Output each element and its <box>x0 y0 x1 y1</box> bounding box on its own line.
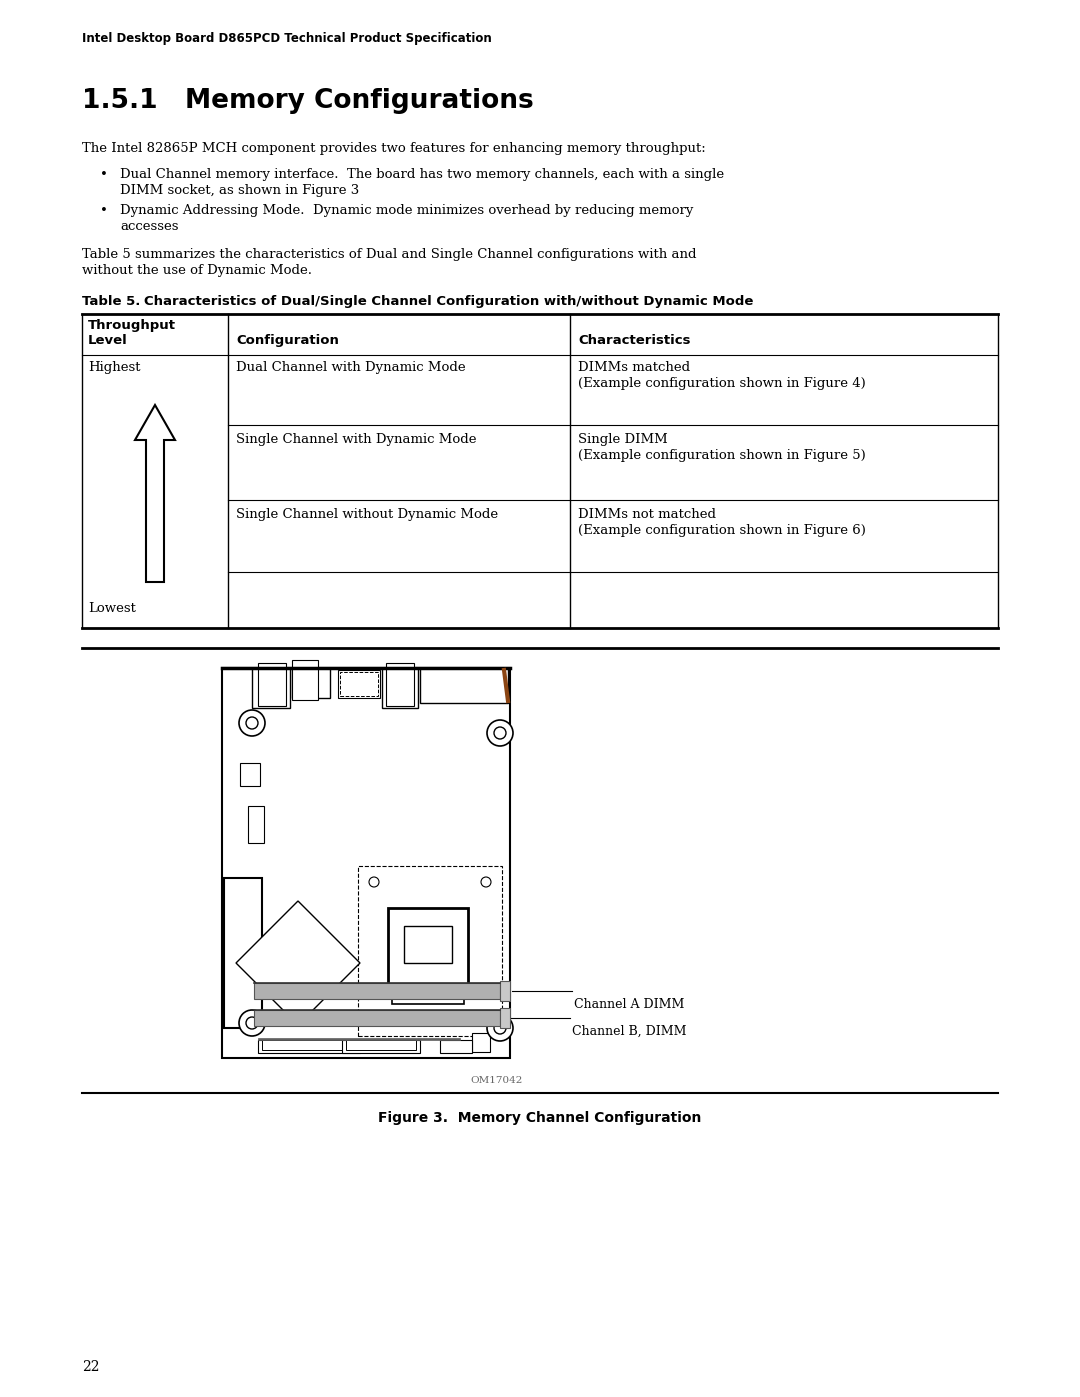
Bar <box>386 664 414 705</box>
Circle shape <box>369 1016 379 1025</box>
Text: 22: 22 <box>82 1361 99 1375</box>
Bar <box>338 671 380 698</box>
Text: DIMMs not matched: DIMMs not matched <box>578 509 716 521</box>
Bar <box>420 668 508 703</box>
Bar <box>382 668 418 708</box>
Text: without the use of Dynamic Mode.: without the use of Dynamic Mode. <box>82 264 312 277</box>
Text: Channel B, DIMM: Channel B, DIMM <box>572 1025 687 1038</box>
Circle shape <box>246 1017 258 1030</box>
Text: Throughput: Throughput <box>87 319 176 332</box>
Bar <box>224 877 262 1028</box>
Text: Configuration: Configuration <box>237 334 339 346</box>
Bar <box>392 988 464 1004</box>
Circle shape <box>487 719 513 746</box>
Text: Dual Channel with Dynamic Mode: Dual Channel with Dynamic Mode <box>237 360 465 374</box>
Bar <box>440 1039 472 1053</box>
Bar <box>292 668 330 698</box>
Text: Single DIMM: Single DIMM <box>578 433 667 446</box>
Text: Dual Channel memory interface.  The board has two memory channels, each with a s: Dual Channel memory interface. The board… <box>120 168 724 182</box>
Bar <box>388 908 468 988</box>
Text: Intel Desktop Board D865PCD Technical Product Specification: Intel Desktop Board D865PCD Technical Pr… <box>82 32 491 45</box>
Bar <box>248 806 264 842</box>
Text: DIMMs matched: DIMMs matched <box>578 360 690 374</box>
Bar <box>340 672 378 696</box>
Circle shape <box>481 1016 491 1025</box>
Bar <box>258 664 286 705</box>
Bar <box>342 1039 420 1053</box>
Text: DIMM socket, as shown in Figure 3: DIMM socket, as shown in Figure 3 <box>120 184 360 197</box>
Text: Characteristics: Characteristics <box>578 334 690 346</box>
Text: OM17042: OM17042 <box>470 1076 523 1085</box>
Text: •: • <box>100 204 108 217</box>
Bar <box>258 1039 360 1053</box>
Text: Table 5.: Table 5. <box>82 295 140 307</box>
Bar <box>254 1010 500 1025</box>
Circle shape <box>481 877 491 887</box>
Bar <box>222 668 510 1058</box>
Bar <box>292 659 318 700</box>
Text: Lowest: Lowest <box>87 602 136 615</box>
Bar <box>500 981 510 1002</box>
Text: 1.5.1   Memory Configurations: 1.5.1 Memory Configurations <box>82 88 534 115</box>
Bar <box>357 866 502 1037</box>
FancyArrow shape <box>135 405 175 583</box>
Bar <box>254 983 500 999</box>
Text: accesses: accesses <box>120 219 178 233</box>
Circle shape <box>239 710 265 736</box>
Bar <box>346 1039 416 1051</box>
Bar <box>258 1038 460 1039</box>
Circle shape <box>246 717 258 729</box>
Bar <box>252 668 291 708</box>
Text: Channel A DIMM: Channel A DIMM <box>573 997 685 1011</box>
Circle shape <box>239 1010 265 1037</box>
Text: Characteristics of Dual/Single Channel Configuration with/without Dynamic Mode: Characteristics of Dual/Single Channel C… <box>144 295 754 307</box>
Text: (Example configuration shown in Figure 5): (Example configuration shown in Figure 5… <box>578 448 866 462</box>
Circle shape <box>487 1016 513 1041</box>
Bar <box>500 1009 510 1028</box>
Text: Level: Level <box>87 334 127 346</box>
Text: (Example configuration shown in Figure 6): (Example configuration shown in Figure 6… <box>578 524 866 536</box>
Bar <box>404 926 453 963</box>
Text: (Example configuration shown in Figure 4): (Example configuration shown in Figure 4… <box>578 377 866 390</box>
Text: The Intel 82865P MCH component provides two features for enhancing memory throug: The Intel 82865P MCH component provides … <box>82 142 705 155</box>
Text: Table 5 summarizes the characteristics of Dual and Single Channel configurations: Table 5 summarizes the characteristics o… <box>82 249 697 261</box>
Text: Single Channel with Dynamic Mode: Single Channel with Dynamic Mode <box>237 433 476 446</box>
Text: Figure 3.  Memory Channel Configuration: Figure 3. Memory Channel Configuration <box>378 1111 702 1125</box>
Polygon shape <box>237 901 360 1025</box>
Circle shape <box>494 1023 507 1034</box>
Circle shape <box>494 726 507 739</box>
Bar <box>262 1039 342 1051</box>
Text: Dynamic Addressing Mode.  Dynamic mode minimizes overhead by reducing memory: Dynamic Addressing Mode. Dynamic mode mi… <box>120 204 693 217</box>
Text: Highest: Highest <box>87 360 140 374</box>
Bar <box>240 763 260 787</box>
Text: •: • <box>100 168 108 182</box>
Circle shape <box>369 877 379 887</box>
Bar <box>472 1032 490 1052</box>
Text: Single Channel without Dynamic Mode: Single Channel without Dynamic Mode <box>237 509 498 521</box>
